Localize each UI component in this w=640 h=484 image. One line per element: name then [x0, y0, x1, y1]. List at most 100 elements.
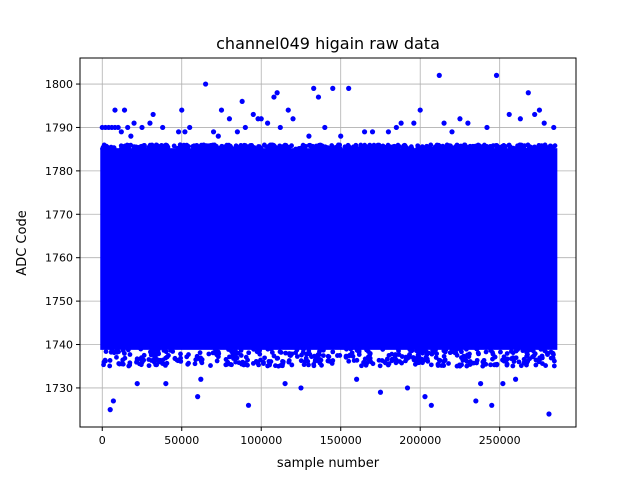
sample-point — [507, 144, 513, 150]
sample-point — [326, 354, 332, 360]
outlier-point — [457, 116, 463, 122]
outlier-point — [436, 72, 442, 78]
sample-point — [107, 363, 113, 369]
sample-point — [250, 361, 256, 366]
sample-point — [525, 352, 530, 357]
outlier-point — [139, 124, 145, 131]
outlier-point — [210, 129, 217, 135]
sample-point — [424, 143, 430, 149]
sample-point — [463, 346, 469, 352]
x-tick-label: 250000 — [479, 434, 521, 447]
sample-point — [141, 352, 147, 358]
sample-point — [316, 352, 322, 358]
outlier-point — [330, 85, 336, 91]
sample-point — [131, 144, 137, 150]
sample-point — [446, 361, 451, 366]
sample-point — [465, 352, 470, 358]
sample-point — [185, 361, 191, 367]
y-axis-label: ADC Code — [15, 210, 30, 275]
sample-point — [299, 352, 304, 358]
sample-point — [108, 144, 114, 150]
sample-point — [390, 144, 396, 150]
sample-point — [385, 142, 391, 148]
sample-point — [542, 348, 548, 354]
outlier-point — [536, 107, 543, 113]
sample-point — [283, 143, 289, 148]
x-tick-label: 100000 — [240, 434, 282, 447]
sample-point — [375, 142, 381, 148]
outlier-point — [385, 129, 392, 135]
sample-point — [368, 359, 374, 365]
outlier-point — [361, 129, 368, 135]
sample-point — [510, 350, 516, 356]
outlier-point — [478, 380, 484, 387]
sample-point — [474, 346, 480, 352]
sample-point — [295, 146, 301, 152]
sample-point — [293, 350, 299, 356]
sample-point — [481, 357, 487, 363]
sample-point — [278, 146, 284, 151]
sample-point — [526, 144, 532, 149]
sample-point — [125, 347, 131, 353]
sample-point — [522, 143, 527, 149]
outlier-point — [258, 116, 264, 122]
sample-point — [163, 349, 169, 355]
outlier-point — [422, 394, 428, 400]
x-tick-label: 150000 — [320, 434, 362, 447]
outlier-point — [182, 129, 188, 135]
outlier-point — [489, 402, 495, 408]
sample-point — [215, 354, 221, 360]
dense-sample-band — [100, 148, 558, 350]
outlier-point — [234, 129, 240, 135]
y-axis-ticks: 1730 1740 1750 1760 1770 1780 1790 1800 — [45, 78, 80, 395]
sample-point — [241, 362, 247, 368]
outlier-point — [179, 107, 185, 113]
outlier-point — [428, 402, 434, 408]
sample-point — [500, 357, 506, 363]
x-tick-label: 50000 — [164, 434, 199, 447]
sample-point — [493, 143, 499, 148]
sample-point — [234, 355, 240, 361]
data-points — [99, 72, 558, 417]
sample-point — [550, 355, 556, 361]
sample-point — [317, 347, 323, 352]
sample-point — [122, 351, 127, 356]
sample-point — [498, 144, 504, 150]
sample-point — [440, 143, 446, 149]
sample-point — [157, 359, 163, 365]
outlier-point — [354, 376, 360, 382]
sample-point — [254, 349, 260, 355]
sample-point — [376, 357, 382, 363]
sample-point — [380, 347, 386, 352]
sample-point — [321, 146, 327, 152]
sample-point — [530, 347, 536, 353]
sample-point — [407, 352, 412, 357]
sample-point — [518, 363, 524, 369]
sample-point — [389, 351, 395, 357]
sample-point — [286, 359, 292, 365]
sample-point — [392, 353, 398, 359]
sample-point — [428, 362, 434, 368]
sample-point — [462, 142, 468, 148]
outlier-point — [115, 124, 121, 131]
sample-point — [233, 349, 239, 355]
outlier-point — [517, 116, 523, 122]
outlier-point — [112, 107, 118, 113]
sample-point — [256, 362, 261, 368]
sample-point — [370, 144, 376, 149]
sample-point — [303, 355, 309, 361]
sample-point — [261, 361, 266, 366]
outlier-point — [250, 111, 256, 118]
sample-point — [316, 145, 322, 151]
sample-point — [415, 354, 421, 360]
outlier-point — [441, 120, 447, 126]
outlier-point — [484, 124, 490, 131]
outlier-point — [163, 380, 169, 387]
outlier-point — [285, 107, 291, 113]
sample-point — [146, 363, 152, 369]
sample-point — [215, 349, 221, 355]
sample-point — [381, 359, 387, 365]
sample-point — [347, 352, 353, 358]
sample-point — [114, 347, 120, 353]
outlier-point — [147, 120, 153, 126]
